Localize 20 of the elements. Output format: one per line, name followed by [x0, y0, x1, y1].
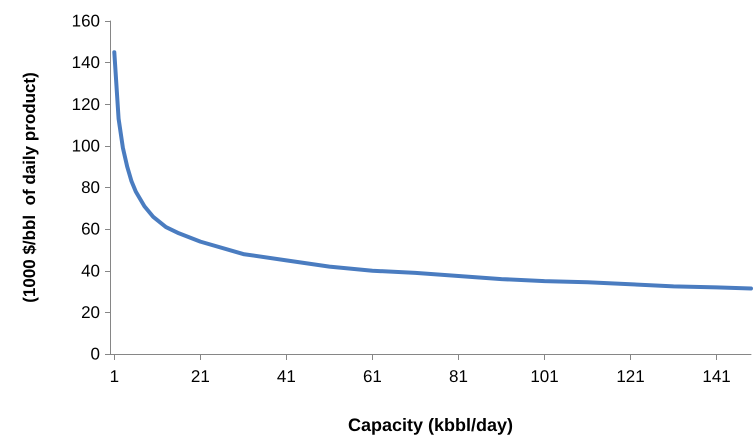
line-series — [112, 50, 753, 290]
y-tick-label: 80 — [81, 178, 100, 197]
y-axis-title: (1000 $/bbl of daily product) — [20, 72, 39, 303]
x-tick-label: 41 — [276, 367, 296, 386]
x-tick-label: 141 — [702, 367, 731, 386]
x-tick-label: 21 — [190, 367, 210, 386]
y-tick-label: 40 — [81, 261, 100, 280]
x-tick-label: 1 — [110, 367, 120, 386]
y-tick-label: 140 — [72, 53, 100, 72]
x-tick-label: 121 — [616, 367, 645, 386]
x-axis-title: Capacity (kbbl/day) — [348, 415, 514, 435]
y-tick-label: 160 — [72, 12, 100, 30]
y-tick-label: 20 — [81, 302, 100, 322]
y-tick-label: 100 — [72, 136, 100, 156]
x-tick-label: 101 — [530, 367, 559, 386]
y-tick-label: 60 — [81, 220, 100, 239]
y-tick-label: 120 — [72, 94, 100, 114]
x-tick-label: 61 — [362, 367, 382, 386]
y-tick-label: 0 — [90, 344, 100, 364]
x-tick-label: 81 — [449, 367, 468, 386]
